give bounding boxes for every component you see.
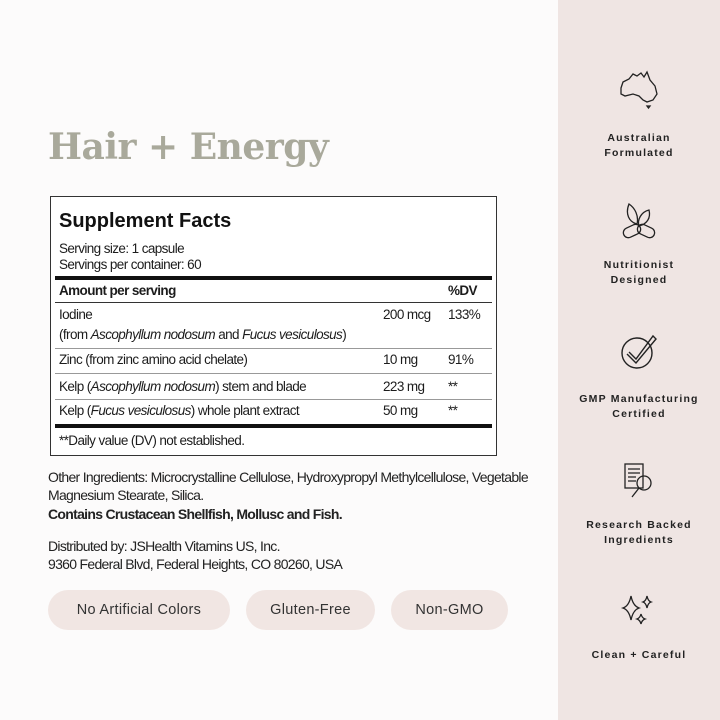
feature-label: Australian (607, 132, 671, 144)
ingredient-text: Fucus vesiculosus (242, 327, 343, 342)
check-circle-icon (621, 334, 657, 369)
ingredient-text: ) (342, 327, 347, 342)
divider (55, 424, 492, 428)
feature-label: Designed (610, 274, 668, 286)
australia-map-icon (620, 70, 658, 110)
feature-nutritionist-designed: Nutritionist Designed (558, 200, 720, 288)
ingredient-text: Zinc (from zinc amino acid chelate) (59, 352, 248, 367)
footnote: **Daily value (DV) not established. (59, 433, 245, 448)
ingredient-dv: 91% (448, 352, 474, 367)
badge-non-gmo: Non-GMO (391, 590, 508, 630)
feature-clean-careful: Clean + Careful (558, 590, 720, 663)
ingredient-dv: 133% (448, 307, 481, 322)
ingredient-name: Kelp (Ascophyllum nodosum) stem and blad… (59, 379, 307, 394)
ingredient-name: Iodine (59, 307, 93, 322)
dv-header: %DV (448, 283, 478, 298)
badge-no-artificial-colors: No Artificial Colors (48, 590, 230, 630)
servings-per-container: Servings per container: 60 (59, 257, 202, 272)
ingredient-name: Kelp (Fucus vesiculosus) whole plant ext… (59, 403, 300, 418)
feature-label: Clean + Careful (591, 649, 687, 661)
leaf-capsule-icon (622, 203, 656, 239)
ingredient-text: Iodine (59, 307, 93, 322)
ingredient-amount: 10 mg (383, 352, 418, 367)
distributor: Distributed by: JSHealth Vitamins US, In… (48, 538, 280, 554)
ingredient-text: ) stem and blade (215, 379, 307, 394)
features-panel: Australian Formulated Nutritionist Desig… (558, 0, 720, 720)
other-ingredients-cont: Magnesium Stearate, Silica. (48, 487, 204, 503)
ingredient-text: Kelp ( (59, 379, 91, 394)
ingredient-text: Fucus vesiculosus (90, 403, 192, 418)
divider (55, 399, 492, 400)
ingredient-name: (from Ascophyllum nodosum and Fucus vesi… (59, 327, 347, 342)
product-title: Hair + Energy (48, 126, 329, 168)
divider (55, 373, 492, 374)
sparkles-icon (620, 595, 654, 625)
feature-research-backed: Research Backed Ingredients (558, 460, 720, 548)
supplement-facts-heading: Supplement Facts (59, 210, 232, 232)
ingredient-name: Zinc (from zinc amino acid chelate) (59, 352, 248, 367)
feature-label: Nutritionist (603, 259, 675, 271)
divider (55, 276, 492, 280)
ingredient-text: and (215, 327, 243, 342)
feature-gmp-certified: GMP Manufacturing Certified (558, 330, 720, 422)
document-magnifier-icon (624, 463, 652, 498)
ingredient-text: Kelp ( (59, 403, 91, 418)
other-ingredients: Other Ingredients: Microcrystalline Cell… (48, 469, 529, 485)
amount-header: Amount per serving (59, 283, 176, 298)
feature-label: Ingredients (604, 534, 674, 546)
ingredient-amount: 200 mcg (383, 307, 431, 322)
feature-australian-formulated: Australian Formulated (558, 70, 720, 161)
feature-label: Research Backed (586, 519, 692, 531)
ingredient-amount: 50 mg (383, 403, 418, 418)
serving-size: Serving size: 1 capsule (59, 241, 185, 256)
supplement-facts-panel: Supplement Facts Serving size: 1 capsule… (50, 196, 497, 456)
ingredient-text: Ascophyllum nodosum (90, 327, 216, 342)
feature-label: Formulated (604, 147, 674, 159)
badge-gluten-free: Gluten-Free (246, 590, 375, 630)
feature-label: Certified (612, 408, 666, 420)
divider (55, 348, 492, 349)
ingredient-text: ) whole plant extract (190, 403, 300, 418)
divider (55, 302, 492, 303)
ingredient-text: (from (59, 327, 91, 342)
ingredient-dv: ** (448, 403, 458, 418)
feature-label: GMP Manufacturing (579, 393, 699, 405)
allergen-statement: Contains Crustacean Shellfish, Mollusc a… (48, 506, 343, 522)
ingredient-amount: 223 mg (383, 379, 425, 394)
ingredient-dv: ** (448, 379, 458, 394)
distributor-address: 9360 Federal Blvd, Federal Heights, CO 8… (48, 556, 343, 572)
ingredient-text: Ascophyllum nodosum (90, 379, 216, 394)
